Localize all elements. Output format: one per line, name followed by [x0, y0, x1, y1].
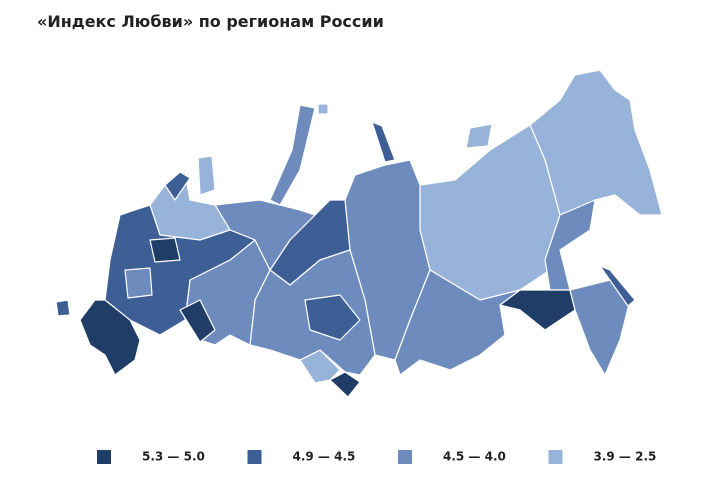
legend-swatch	[247, 450, 262, 464]
legend-swatch	[548, 450, 563, 464]
regions	[55, 69, 663, 398]
region	[124, 267, 153, 299]
region	[371, 121, 396, 163]
region	[544, 199, 596, 291]
region	[164, 171, 191, 201]
map-title: «Индекс Любви» по регионам России	[37, 12, 384, 31]
legend-label: 3.9 — 2.5	[594, 450, 657, 464]
region	[465, 123, 493, 149]
region	[317, 103, 329, 115]
region	[179, 299, 216, 343]
legend: 5.3 — 5.0 4.9 — 4.5 4.5 — 4.0 3.9 — 2.5	[97, 450, 657, 464]
legend-swatch	[97, 450, 111, 464]
region	[599, 265, 636, 307]
region	[419, 124, 561, 301]
legend-swatch	[398, 450, 412, 464]
legend-label: 4.9 — 4.5	[293, 450, 356, 464]
region	[197, 155, 216, 196]
region	[329, 371, 361, 398]
region	[79, 299, 141, 376]
region	[394, 269, 521, 376]
region	[55, 299, 71, 317]
region	[269, 104, 316, 206]
legend-label: 5.3 — 5.0	[142, 450, 205, 464]
region	[104, 204, 256, 336]
region	[149, 237, 181, 263]
legend-label: 4.5 — 4.0	[443, 450, 506, 464]
region	[304, 294, 361, 341]
